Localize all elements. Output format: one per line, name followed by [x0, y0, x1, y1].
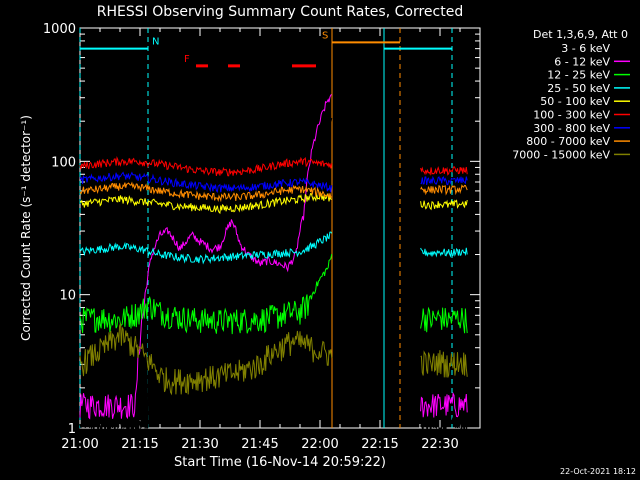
- x-axis-label: Start Time (16-Nov-14 20:59:22): [174, 455, 386, 470]
- footer-timestamp: 22-Oct-2021 18:12: [560, 467, 636, 476]
- legend-label: 800 - 7000 keV: [526, 135, 610, 148]
- series-line: [79, 94, 468, 420]
- legend-label: 300 - 800 keV: [533, 122, 610, 135]
- legend-label: 7000 - 15000 keV: [512, 148, 610, 161]
- x-tick-label: 21:00: [61, 437, 98, 452]
- series-line: [79, 118, 468, 430]
- axis-ticks: [79, 27, 480, 429]
- y-tick-label: 1: [68, 422, 76, 437]
- series-line: [79, 181, 468, 203]
- y-axis-label: Corrected Count Rate (s⁻¹ detector⁻¹): [19, 115, 33, 341]
- flag-label: S: [322, 30, 328, 41]
- legend-label: 12 - 25 keV: [547, 69, 610, 82]
- y-tick-labels: 1 10 100 1000: [43, 22, 76, 437]
- x-tick-label: 21:45: [241, 437, 278, 452]
- legend-label: 100 - 300 keV: [533, 109, 610, 122]
- series-line: [79, 323, 468, 396]
- x-tick-label: 21:15: [121, 437, 158, 452]
- legend-label: 3 - 6 keV: [561, 42, 610, 55]
- x-tick-label: 21:30: [181, 437, 218, 452]
- plot-frame: [79, 27, 481, 429]
- legend-label: 50 - 100 keV: [540, 95, 610, 108]
- flag-label: N: [152, 37, 159, 48]
- flag-label: F: [184, 54, 190, 65]
- y-tick-label: 100: [51, 155, 76, 170]
- series-line: [79, 171, 468, 193]
- y-tick-label: 1000: [43, 22, 76, 37]
- legend-title: Det 1,3,6,9, Att 0: [533, 28, 628, 41]
- series-line: [79, 156, 468, 177]
- x-tick-label: 22:15: [361, 437, 398, 452]
- x-tick-labels: 21:00 21:15 21:30 21:45 22:00 22:15 22:30: [61, 437, 458, 452]
- x-tick-label: 22:30: [421, 437, 458, 452]
- chart-title: RHESSI Observing Summary Count Rates, Co…: [97, 4, 463, 20]
- series-line: [79, 231, 468, 265]
- legend-label: 6 - 12 keV: [554, 55, 610, 68]
- series-lines: [79, 94, 468, 430]
- legend-label: 25 - 50 keV: [547, 82, 610, 95]
- series-line: [79, 192, 468, 215]
- y-tick-label: 10: [59, 289, 76, 304]
- series-line: [79, 254, 468, 335]
- x-tick-label: 22:00: [301, 437, 338, 452]
- flag-bars: N F S: [80, 30, 452, 68]
